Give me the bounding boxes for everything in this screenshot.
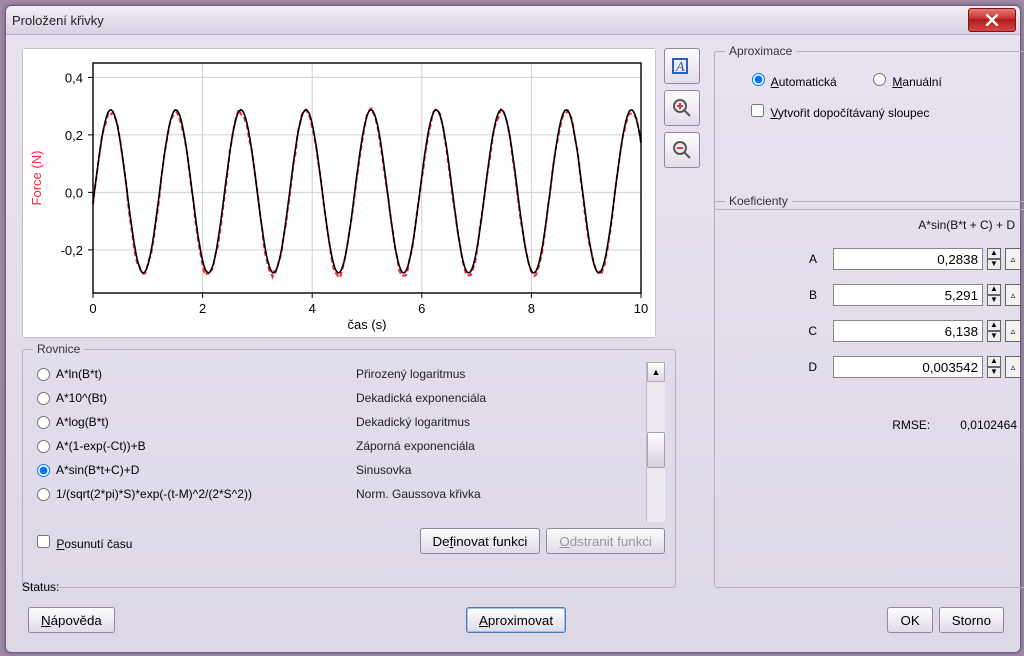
coef-step-button[interactable]: ▵ (1005, 284, 1021, 306)
equation-option[interactable]: A*log(B*t)Dekadický logaritmus (33, 410, 645, 434)
window-title: Proložení křivky (12, 13, 104, 28)
equation-description: Dekadická exponenciála (356, 391, 486, 405)
equations-legend: Rovnice (33, 342, 84, 356)
equation-description: Dekadický logaritmus (356, 415, 470, 429)
equation-option[interactable]: A*ln(B*t)Přirozený logaritmus (33, 362, 645, 386)
coef-spinner[interactable]: ▲▼ (987, 356, 1001, 378)
equation-description: Záporná exponenciála (356, 439, 475, 453)
equation-description: Přirozený logaritmus (356, 367, 465, 381)
coef-spinner[interactable]: ▲▼ (987, 248, 1001, 270)
approximate-button[interactable]: Aproximovat (466, 607, 566, 633)
chart-svg: 0 2 4 6 8 10 -0,2 0,0 0,2 0,4 čas (s) Force (N) (23, 49, 655, 337)
coefficients-legend: Koeficienty (725, 194, 792, 208)
svg-text:-0,2: -0,2 (61, 243, 83, 258)
coef-row-C: C ▲▼▵ (727, 320, 1021, 342)
help-button[interactable]: Nápověda (28, 607, 115, 633)
define-function-button[interactable]: Definovat funkci (420, 528, 541, 554)
time-shift-checkbox[interactable]: Posunutí času (33, 537, 132, 551)
approx-manual-option[interactable]: Manuální (868, 75, 942, 89)
coef-label: A (797, 252, 817, 266)
equation-formula: A*log(B*t) (56, 415, 356, 429)
coef-spinner[interactable]: ▲▼ (987, 284, 1001, 306)
equation-formula: A*(1-exp(-Ct))+B (56, 439, 356, 453)
coef-row-D: D ▲▼▵ (727, 356, 1021, 378)
equation-option[interactable]: A*10^(Bt)Dekadická exponenciála (33, 386, 645, 410)
coef-step-button[interactable]: ▵ (1005, 320, 1021, 342)
titlebar: Proložení křivky (6, 6, 1020, 35)
svg-text:čas (s): čas (s) (348, 317, 387, 332)
svg-text:0,4: 0,4 (65, 70, 83, 85)
svg-text:A: A (675, 60, 685, 75)
approx-mode-row: Automatická Manuální (747, 70, 1023, 89)
rmse-row: RMSE: 0,0102464 (725, 418, 1017, 432)
svg-text:8: 8 (528, 301, 535, 316)
dialog-window: Proložení křivky 0 2 4 6 8 10 -0,2 0,0 0,2 0,4 čas… (5, 5, 1021, 653)
equations-scrollbar[interactable]: ▲ ▼ (646, 362, 665, 522)
chart-tool-column: A (664, 48, 702, 174)
equation-option[interactable]: A*(1-exp(-Ct))+BZáporná exponenciála (33, 434, 645, 458)
client-area: 0 2 4 6 8 10 -0,2 0,0 0,2 0,4 čas (s) Force (N) A A… (14, 42, 1012, 644)
coef-spinner[interactable]: ▲▼ (987, 320, 1001, 342)
equations-bottom-row: Posunutí času Definovat funkci Odstranit… (33, 528, 665, 554)
scroll-up-icon[interactable]: ▲ (647, 362, 665, 382)
svg-text:0,0: 0,0 (65, 185, 83, 200)
svg-text:4: 4 (309, 301, 316, 316)
svg-text:2: 2 (199, 301, 206, 316)
coef-label: C (797, 324, 817, 338)
equation-description: Norm. Gaussova křivka (356, 487, 481, 501)
chart-panel: 0 2 4 6 8 10 -0,2 0,0 0,2 0,4 čas (s) Force (N) (22, 48, 656, 338)
coef-step-button[interactable]: ▵ (1005, 356, 1021, 378)
status-label: Status: (22, 580, 59, 594)
equation-formula: A*sin(B*t+C)+D (56, 463, 356, 477)
equation-formula: 1/(sqrt(2*pi)*S)*exp(-(t-M)^2/(2*S^2)) (56, 487, 356, 501)
equation-formula: A*10^(Bt) (56, 391, 356, 405)
equation-option[interactable]: 1/(sqrt(2*pi)*S)*exp(-(t-M)^2/(2*S^2))No… (33, 482, 645, 506)
autoscale-button[interactable]: A (664, 48, 700, 84)
equation-description: Sinusovka (356, 463, 411, 477)
svg-text:Force (N): Force (N) (29, 151, 44, 206)
close-icon (985, 14, 999, 26)
zoom-out-icon (671, 139, 693, 161)
coefficients-group: Koeficienty A*sin(B*t + C) + D A▲▼▵B▲▼▵C… (714, 194, 1024, 588)
scroll-thumb[interactable] (647, 432, 665, 468)
svg-text:10: 10 (634, 301, 648, 316)
svg-text:0: 0 (89, 301, 96, 316)
autoscale-icon: A (671, 55, 693, 77)
cancel-button[interactable]: Storno (939, 607, 1004, 633)
remove-function-button[interactable]: Odstranit funkci (546, 528, 665, 554)
equations-list: A*ln(B*t)Přirozený logaritmusA*10^(Bt)De… (33, 362, 665, 522)
coef-input-D[interactable] (833, 356, 983, 378)
equation-option[interactable]: A*sin(B*t+C)+DSinusovka (33, 458, 645, 482)
fit-formula: A*sin(B*t + C) + D (725, 218, 1015, 232)
calc-column-checkbox[interactable]: Vytvořit dopočítávaný sloupec (747, 106, 929, 120)
approximation-legend: Aproximace (725, 44, 796, 58)
equations-group: Rovnice A*ln(B*t)Přirozený logaritmusA*1… (22, 342, 676, 588)
coef-label: B (797, 288, 817, 302)
zoom-in-icon (671, 97, 693, 119)
svg-text:0,2: 0,2 (65, 128, 83, 143)
zoom-out-button[interactable] (664, 132, 700, 168)
button-bar: Nápověda Aproximovat OK Storno (22, 604, 1004, 636)
approx-auto-option[interactable]: Automatická (747, 75, 837, 89)
approximation-group: Aproximace Automatická Manuální Vytvořit… (714, 44, 1024, 210)
coef-input-B[interactable] (833, 284, 983, 306)
coef-label: D (797, 360, 817, 374)
rmse-value: 0,0102464 (960, 418, 1017, 432)
close-button[interactable] (968, 8, 1016, 32)
coef-row-A: A ▲▼▵ (727, 248, 1021, 270)
coef-row-B: B ▲▼▵ (727, 284, 1021, 306)
equation-formula: A*ln(B*t) (56, 367, 356, 381)
zoom-in-button[interactable] (664, 90, 700, 126)
svg-text:6: 6 (418, 301, 425, 316)
rmse-label: RMSE: (892, 418, 930, 432)
coef-input-C[interactable] (833, 320, 983, 342)
ok-button[interactable]: OK (887, 607, 932, 633)
coef-input-A[interactable] (833, 248, 983, 270)
coef-step-button[interactable]: ▵ (1005, 248, 1021, 270)
